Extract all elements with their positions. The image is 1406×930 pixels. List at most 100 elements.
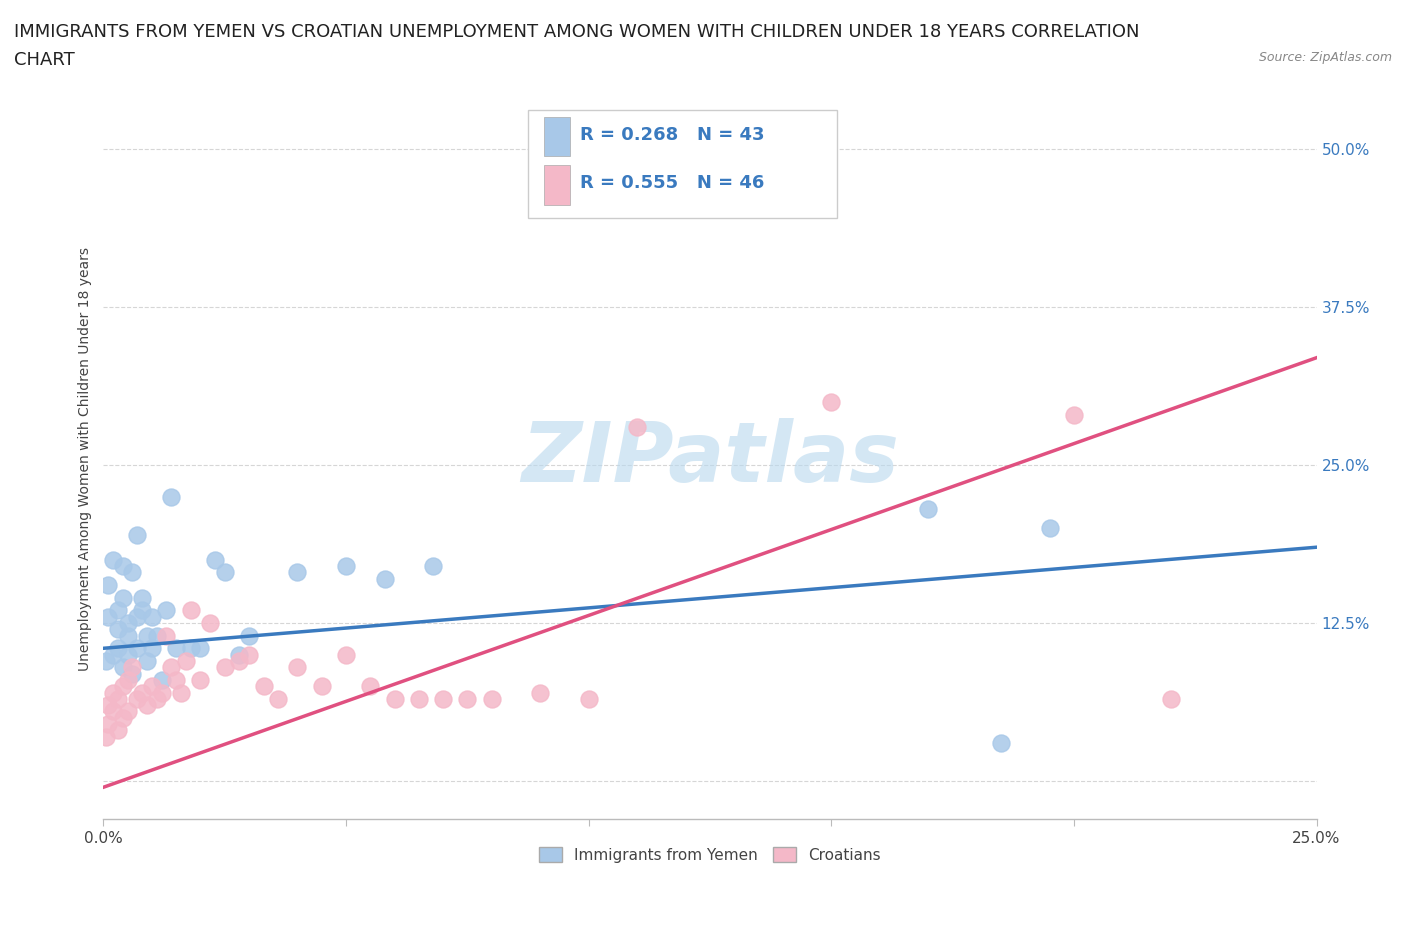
Text: Source: ZipAtlas.com: Source: ZipAtlas.com: [1258, 51, 1392, 64]
Text: CHART: CHART: [14, 51, 75, 69]
Point: [117, 672, 139, 687]
Point: [101, 647, 124, 662]
Point: [111, 711, 134, 725]
Point: [198, 616, 221, 631]
Point: [121, 565, 143, 580]
Point: [287, 659, 309, 674]
Point: [990, 736, 1012, 751]
Point: [111, 591, 134, 605]
Y-axis label: Unemployment Among Women with Children Under 18 years: Unemployment Among Women with Children U…: [79, 246, 93, 671]
Point: [107, 603, 129, 618]
FancyBboxPatch shape: [544, 116, 571, 156]
Point: [136, 654, 159, 669]
Point: [97, 698, 120, 712]
Point: [1063, 407, 1085, 422]
Point: [117, 704, 139, 719]
Point: [136, 628, 159, 643]
Point: [107, 691, 129, 706]
Text: ZIPatlas: ZIPatlas: [522, 418, 898, 499]
Point: [626, 419, 648, 434]
Point: [155, 628, 177, 643]
Point: [127, 609, 149, 624]
Point: [1160, 691, 1182, 706]
Point: [121, 659, 143, 674]
Point: [228, 647, 250, 662]
Point: [335, 559, 357, 574]
Point: [180, 641, 202, 656]
Point: [107, 723, 129, 737]
Text: IMMIGRANTS FROM YEMEN VS CROATIAN UNEMPLOYMENT AMONG WOMEN WITH CHILDREN UNDER 1: IMMIGRANTS FROM YEMEN VS CROATIAN UNEMPL…: [14, 23, 1139, 41]
Point: [141, 679, 163, 694]
Point: [150, 685, 173, 700]
Point: [97, 578, 120, 592]
Point: [160, 659, 183, 674]
Point: [145, 691, 167, 706]
Point: [1039, 521, 1062, 536]
Point: [311, 679, 333, 694]
Point: [408, 691, 430, 706]
Point: [456, 691, 478, 706]
Point: [481, 691, 503, 706]
Point: [374, 571, 396, 586]
Point: [141, 641, 163, 656]
Point: [228, 654, 250, 669]
Point: [97, 717, 120, 732]
Point: [131, 603, 153, 618]
Point: [145, 628, 167, 643]
Point: [117, 616, 139, 631]
Point: [190, 641, 212, 656]
Point: [101, 685, 124, 700]
Point: [101, 552, 124, 567]
Point: [432, 691, 454, 706]
Point: [127, 527, 149, 542]
Point: [335, 647, 357, 662]
Point: [238, 628, 260, 643]
Point: [287, 565, 309, 580]
Point: [111, 559, 134, 574]
Point: [384, 691, 406, 706]
Point: [131, 685, 153, 700]
Point: [252, 679, 274, 694]
Point: [94, 729, 117, 744]
Point: [917, 502, 939, 517]
Point: [127, 641, 149, 656]
Point: [111, 659, 134, 674]
Point: [127, 691, 149, 706]
Point: [141, 609, 163, 624]
Point: [267, 691, 290, 706]
Point: [111, 679, 134, 694]
Point: [214, 659, 236, 674]
Point: [107, 622, 129, 637]
Point: [174, 654, 197, 669]
Point: [359, 679, 381, 694]
Text: R = 0.555   N = 46: R = 0.555 N = 46: [581, 174, 765, 192]
Point: [529, 685, 551, 700]
Point: [94, 654, 117, 669]
Point: [107, 641, 129, 656]
Point: [131, 591, 153, 605]
Point: [180, 603, 202, 618]
FancyBboxPatch shape: [529, 110, 838, 218]
Point: [204, 552, 226, 567]
Point: [165, 672, 187, 687]
Point: [117, 647, 139, 662]
Point: [190, 672, 212, 687]
Point: [165, 641, 187, 656]
Point: [121, 666, 143, 681]
Point: [150, 672, 173, 687]
Point: [170, 685, 193, 700]
Point: [101, 704, 124, 719]
Text: R = 0.268   N = 43: R = 0.268 N = 43: [581, 126, 765, 144]
Legend: Immigrants from Yemen, Croatians: Immigrants from Yemen, Croatians: [533, 841, 887, 869]
Point: [820, 394, 842, 409]
Point: [160, 489, 183, 504]
Point: [97, 609, 120, 624]
Point: [214, 565, 236, 580]
Point: [422, 559, 444, 574]
Point: [578, 691, 600, 706]
FancyBboxPatch shape: [544, 165, 571, 205]
Point: [155, 603, 177, 618]
Point: [117, 628, 139, 643]
Point: [136, 698, 159, 712]
Point: [238, 647, 260, 662]
